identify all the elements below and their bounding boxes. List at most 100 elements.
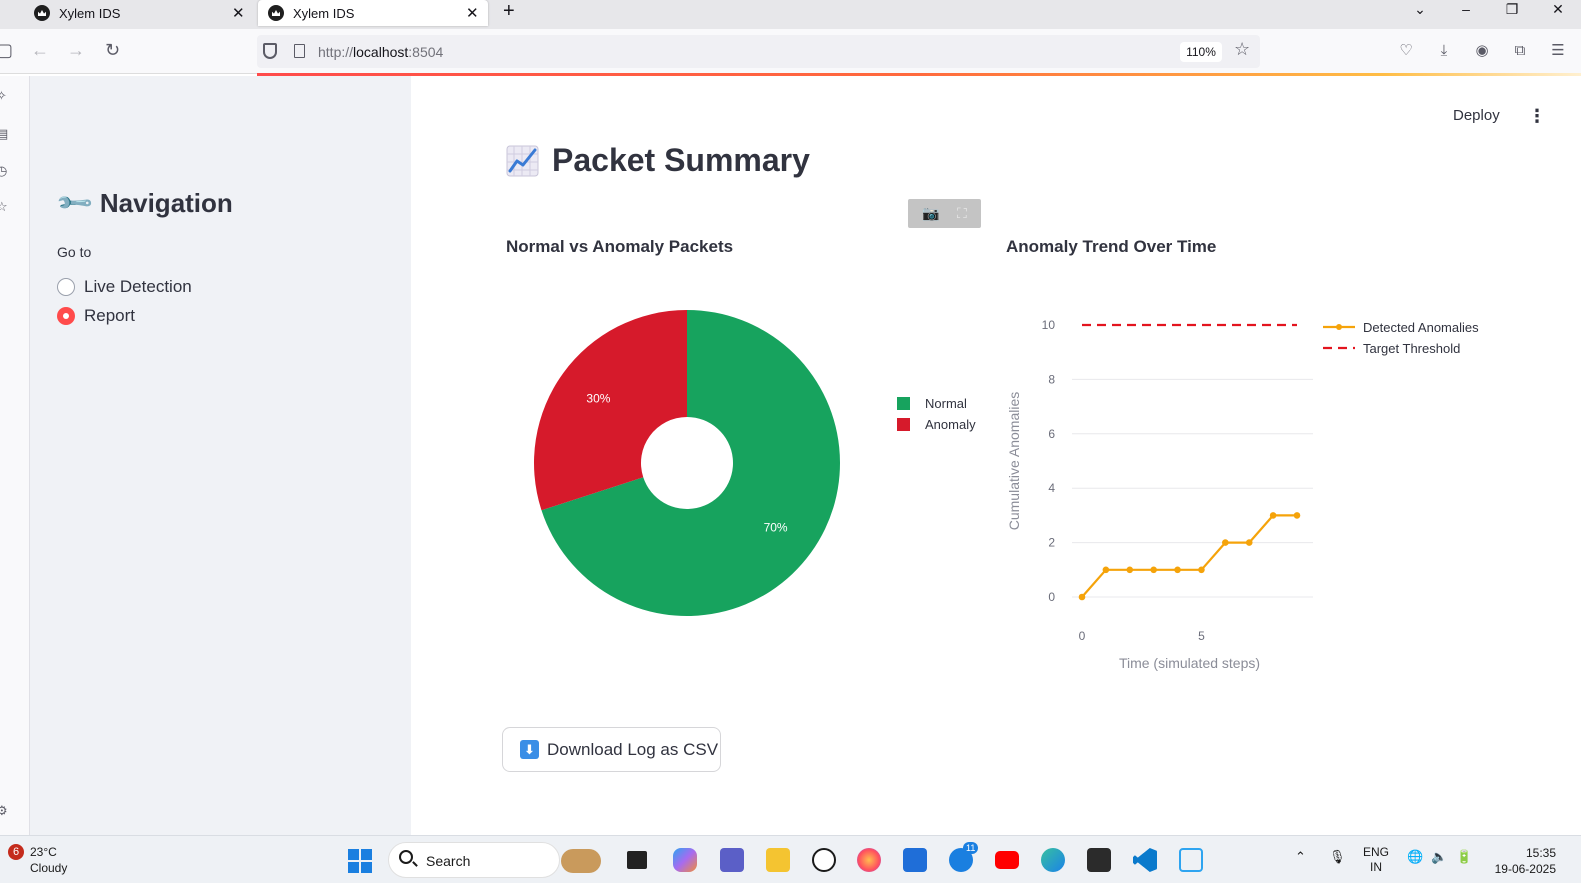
file-explorer-icon[interactable] xyxy=(766,848,790,872)
app-favicon-icon xyxy=(268,5,284,21)
app-badge: 11 xyxy=(963,842,979,854)
teams-icon[interactable] xyxy=(720,848,744,872)
y-axis-title: Cumulative Anomalies xyxy=(1006,392,1022,531)
snipping-tool-icon[interactable] xyxy=(1179,848,1203,872)
anomaly-point[interactable] xyxy=(1198,566,1205,574)
dell-icon[interactable] xyxy=(812,848,836,872)
customize-icon[interactable]: ⚙ xyxy=(0,803,8,818)
anomaly-point[interactable] xyxy=(1174,566,1181,574)
legend-label[interactable]: Target Threshold xyxy=(1363,341,1460,356)
browser-tab-active[interactable]: Xylem IDS ✕ xyxy=(258,0,488,26)
microsoft-store-icon[interactable] xyxy=(903,848,927,872)
youtube-icon[interactable] xyxy=(995,851,1019,869)
browser-tab[interactable]: Xylem IDS ✕ xyxy=(22,0,252,26)
main-content: Deploy ⋮ Packet Summary 📷 ⛶ Normal vs An… xyxy=(411,76,1581,835)
synced-tabs-icon[interactable]: ▤ xyxy=(0,126,9,141)
app-sidebar: 🔧 Navigation Go to Live Detection Report xyxy=(30,76,411,835)
legend-label[interactable]: Detected Anomalies xyxy=(1363,320,1479,335)
more-options-icon[interactable]: ⋮ xyxy=(1528,106,1546,126)
network-icon[interactable]: 🌐 xyxy=(1407,849,1424,864)
deploy-button[interactable]: Deploy xyxy=(1453,107,1500,124)
sidebar-title: 🔧 Navigation xyxy=(55,183,233,223)
pie-slice-label: 30% xyxy=(586,392,610,406)
extensions-icon[interactable]: ⧉ xyxy=(1514,42,1526,59)
download-icon[interactable]: ⤓ xyxy=(1440,42,1448,59)
address-bar[interactable]: http://localhost:8504 110% ☆ xyxy=(257,35,1260,68)
anomaly-point[interactable] xyxy=(1078,593,1086,601)
radio-report[interactable]: Report xyxy=(57,306,135,326)
new-tab-icon[interactable]: + xyxy=(503,0,515,22)
task-view-icon[interactable] xyxy=(627,851,647,869)
pie-slice-anomaly[interactable] xyxy=(534,310,687,511)
radio-live-detection[interactable]: Live Detection xyxy=(57,277,192,297)
taskbar-search[interactable]: Search xyxy=(388,842,601,878)
anomaly-point[interactable] xyxy=(1150,566,1157,574)
firefox-icon[interactable] xyxy=(857,848,881,872)
vscode-icon[interactable] xyxy=(1133,848,1157,872)
sidebar-toggle-icon[interactable]: ▢ xyxy=(0,40,14,60)
legend-label[interactable]: Normal xyxy=(925,396,967,411)
window-controls: ⌄ – ❐ ✕ xyxy=(1397,0,1581,22)
bookmarks-icon[interactable]: ☆ xyxy=(0,199,8,214)
radio-label: Live Detection xyxy=(84,277,192,296)
pie-slice-normal[interactable] xyxy=(541,310,840,616)
bookmark-star-icon[interactable]: ☆ xyxy=(1234,39,1251,59)
shield-icon[interactable] xyxy=(263,43,277,59)
history-icon[interactable]: ◷ xyxy=(0,163,8,178)
legend-swatch[interactable] xyxy=(897,418,910,431)
anomaly-point[interactable] xyxy=(1102,566,1110,574)
clock-date: 19-06-2025 xyxy=(1494,862,1556,876)
region-code: IN xyxy=(1370,860,1382,874)
download-csv-button[interactable]: ⬇ Download Log as CSV xyxy=(502,727,721,772)
anomaly-point[interactable] xyxy=(1293,512,1301,519)
microphone-icon[interactable]: 🎙 xyxy=(1329,849,1346,864)
windows-start-icon[interactable] xyxy=(348,849,372,873)
y-tick-label: 6 xyxy=(1048,427,1055,441)
anomaly-point[interactable] xyxy=(1269,512,1277,519)
system-clock[interactable]: 15:35 19-06-2025 xyxy=(1490,845,1556,877)
radio-group-label: Go to xyxy=(57,244,92,260)
download-arrow-icon: ⬇ xyxy=(520,740,539,759)
url-text[interactable]: http://localhost:8504 xyxy=(318,44,444,60)
fullscreen-icon[interactable]: ⛶ xyxy=(957,205,967,221)
minimize-icon[interactable]: – xyxy=(1462,1,1470,17)
forward-icon[interactable]: → xyxy=(67,40,85,60)
radio-unselected-icon[interactable] xyxy=(57,278,75,296)
tab-title: Xylem IDS xyxy=(293,5,355,21)
anomaly-point[interactable] xyxy=(1245,539,1253,546)
edge-icon[interactable] xyxy=(1041,848,1065,872)
ai-sparkle-icon[interactable]: ✧ xyxy=(0,88,7,103)
language-indicator[interactable]: ENG IN xyxy=(1363,845,1389,875)
y-tick-label: 2 xyxy=(1048,536,1055,550)
anomalies-line[interactable] xyxy=(1081,514,1297,598)
account-icon[interactable]: ◉ xyxy=(1475,42,1489,59)
weather-condition: Cloudy xyxy=(30,861,68,875)
anomaly-point[interactable] xyxy=(1222,539,1229,546)
close-icon[interactable]: ✕ xyxy=(466,5,479,22)
anomaly-point[interactable] xyxy=(1126,566,1134,574)
restore-icon[interactable]: ❐ xyxy=(1505,1,1519,17)
line-chart[interactable]: 0 2 4 6 8 10 0 5 Time (simulated steps) Cumulativ… xyxy=(996,276,1576,736)
zoom-level[interactable]: 110% xyxy=(1180,42,1222,62)
list-tabs-icon[interactable]: ⌄ xyxy=(1414,1,1426,17)
pie-chart-title: Normal vs Anomaly Packets xyxy=(506,237,734,256)
pie-chart[interactable]: 70% 30% Normal Anomaly xyxy=(506,276,996,736)
close-window-icon[interactable]: ✕ xyxy=(1552,1,1564,17)
volume-icon[interactable]: 🔈 xyxy=(1431,849,1448,864)
page-info-icon[interactable] xyxy=(294,44,305,58)
copilot-icon[interactable] xyxy=(673,848,697,872)
search-highlight-icon xyxy=(561,849,601,873)
legend-label[interactable]: Anomaly xyxy=(925,417,976,432)
clock-time: 15:35 xyxy=(1525,846,1556,860)
battery-icon[interactable]: 🔋 xyxy=(1456,849,1473,864)
radio-selected-icon[interactable] xyxy=(57,307,75,325)
menu-icon[interactable]: ☰ xyxy=(1551,42,1565,59)
back-icon[interactable]: ← xyxy=(31,40,49,60)
reload-icon[interactable]: ↻ xyxy=(105,40,121,60)
pocket-icon[interactable]: ♡ xyxy=(1399,42,1413,59)
show-hidden-icons[interactable]: ⌃ xyxy=(1295,849,1306,864)
legend-swatch[interactable] xyxy=(897,397,910,410)
terminal-icon[interactable] xyxy=(1087,848,1111,872)
camera-icon[interactable]: 📷 xyxy=(922,205,940,221)
close-icon[interactable]: ✕ xyxy=(232,5,245,22)
